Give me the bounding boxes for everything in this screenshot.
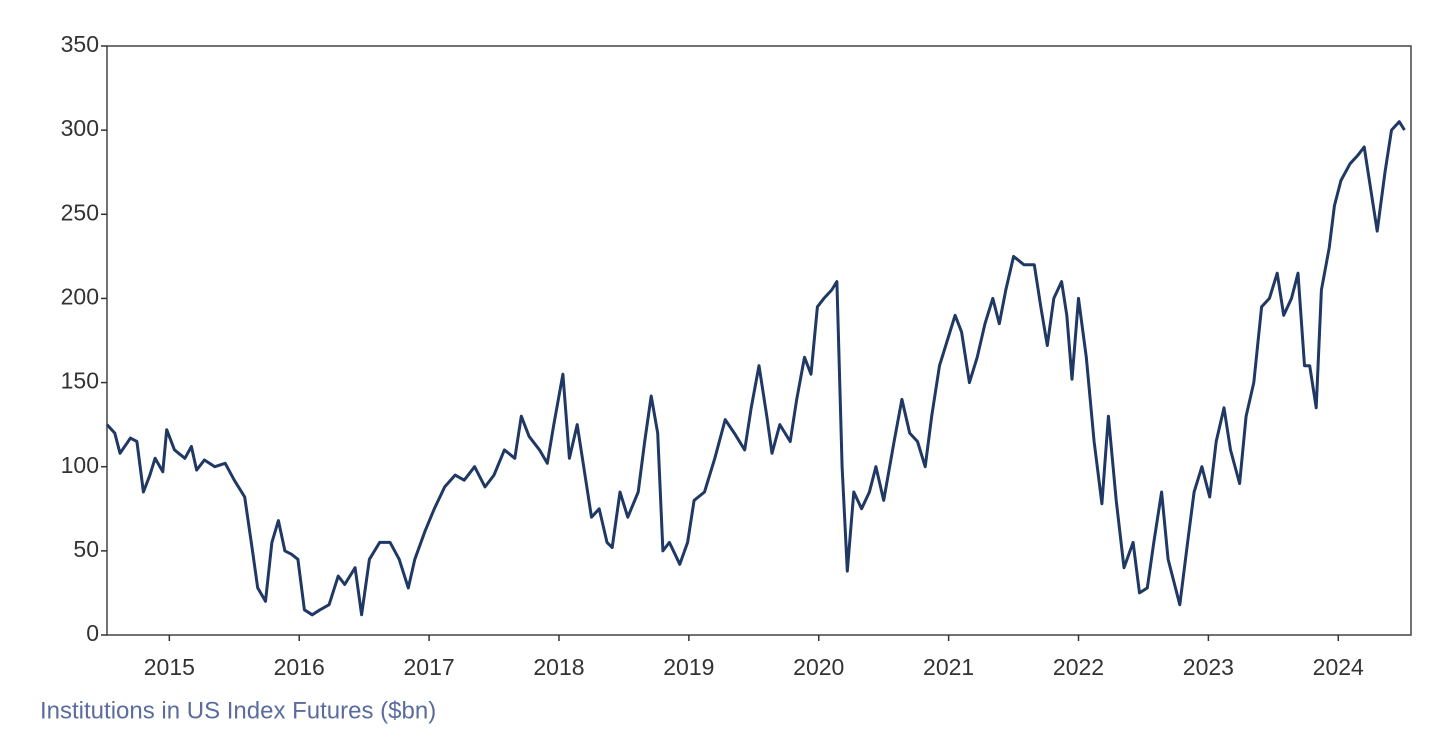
x-tick-label: 2015 [144, 654, 195, 680]
y-tick-label: 150 [61, 368, 99, 394]
plot-frame [106, 45, 1412, 636]
axis-caption: Institutions in US Index Futures ($bn) [40, 697, 436, 724]
y-tick-label: 0 [86, 620, 99, 646]
y-tick-label: 50 [73, 536, 99, 562]
y-tick-label: 200 [61, 284, 99, 310]
y-tick-label: 350 [61, 31, 99, 57]
x-tick-label: 2016 [274, 654, 325, 680]
y-tick-label: 300 [61, 115, 99, 141]
x-tick-label: 2020 [793, 654, 844, 680]
y-tick-label: 100 [61, 452, 99, 478]
x-tick-label: 2022 [1053, 654, 1104, 680]
x-tick-label: 2019 [663, 654, 714, 680]
x-tick-label: 2024 [1313, 654, 1364, 680]
data-line [105, 120, 1406, 617]
x-tick-label: 2018 [533, 654, 584, 680]
x-tick-label: 2021 [923, 654, 974, 680]
x-tick-label: 2023 [1183, 654, 1234, 680]
x-tick-label: 2017 [404, 654, 455, 680]
y-tick-label: 250 [61, 199, 99, 225]
